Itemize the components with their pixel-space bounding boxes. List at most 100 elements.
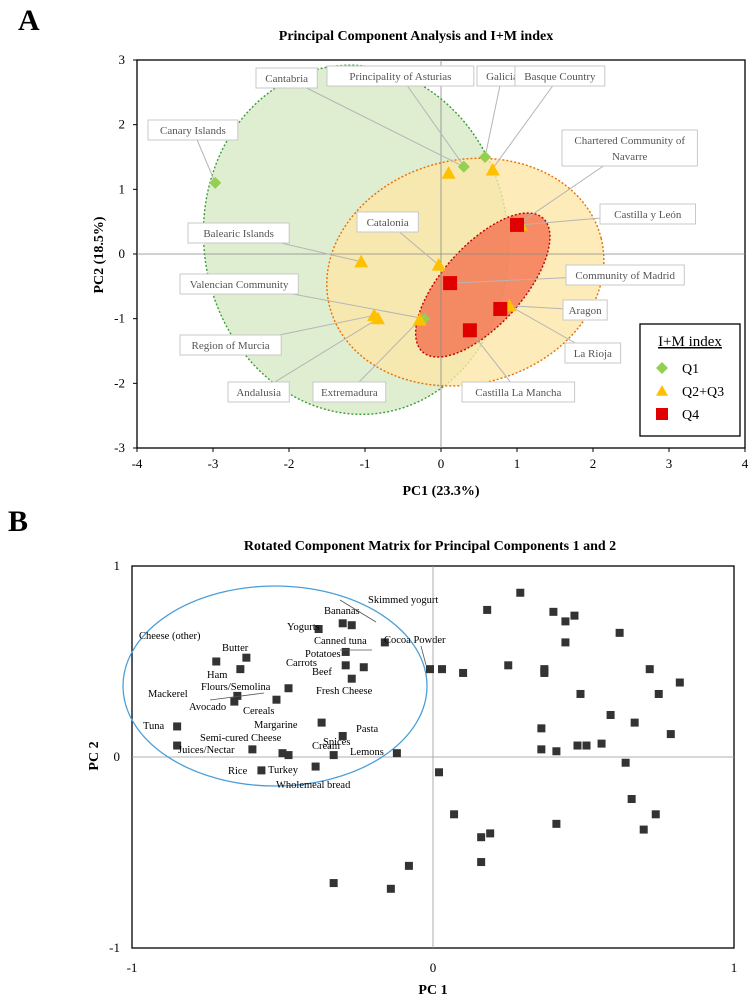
legend-label: Q4	[682, 408, 699, 423]
point-square	[570, 611, 579, 620]
annotation-leader	[348, 319, 421, 393]
food-label: Cereals	[243, 706, 275, 717]
point-square	[341, 661, 350, 670]
point-square	[233, 691, 242, 700]
legend-label: Q1	[682, 362, 699, 377]
point-square	[257, 766, 266, 775]
food-label: Tuna	[143, 721, 165, 732]
point-square	[537, 724, 546, 733]
food-label: Ham	[207, 670, 227, 681]
legend-marker-3	[656, 408, 668, 420]
y-tick-label-b: 0	[114, 749, 121, 764]
chart-a-title: Principal Component Analysis and I+M ind…	[279, 29, 553, 44]
point-square	[675, 678, 684, 687]
annotation-leader	[492, 75, 561, 169]
food-label: Skimmed yogurt	[368, 595, 438, 606]
points-group-a	[209, 151, 528, 338]
point-square	[230, 697, 239, 706]
annotation-leader	[258, 318, 379, 393]
annotation-label: Principality of Asturias	[349, 71, 451, 83]
point-square	[248, 745, 257, 754]
point-square	[341, 647, 350, 656]
x-tick-label: -3	[208, 456, 219, 471]
point-square	[561, 617, 570, 626]
annotation-label: Chartered Community of Navarre	[574, 135, 685, 163]
point-square	[329, 879, 338, 888]
point-square	[459, 668, 468, 677]
x-tick-label: 3	[666, 456, 673, 471]
point-q2q3-triangle	[485, 162, 500, 176]
point-square	[314, 625, 323, 634]
point-square	[654, 689, 663, 698]
food-label: Cheese (other)	[139, 631, 201, 642]
x-tick-label: 1	[514, 456, 521, 471]
point-square	[477, 833, 486, 842]
y-tick-label: 1	[119, 181, 126, 196]
annotation-label: Castilla La Mancha	[475, 387, 561, 399]
annotation-box	[227, 381, 290, 403]
food-label: Margarine	[254, 720, 298, 731]
annotation-box	[564, 342, 622, 364]
annotation-box	[326, 65, 475, 87]
annotation-box	[356, 211, 419, 233]
point-square	[552, 819, 561, 828]
point-square	[597, 739, 606, 748]
point-q2q3-triangle	[370, 311, 385, 325]
annotation-box	[461, 381, 576, 403]
annotation-label: Canary Islands	[160, 125, 226, 137]
leader-skimmed	[339, 599, 377, 623]
food-label: Carrots	[286, 658, 317, 669]
food-label: Cocoa Powder	[384, 635, 446, 646]
annotation-label: Cantabria	[265, 73, 308, 85]
annotation-label: Galicia	[486, 71, 518, 83]
panel-b-letter: B	[8, 505, 29, 538]
annotation-box	[179, 334, 282, 356]
annotation-label: Catalonia	[367, 217, 409, 229]
food-label: Lemons	[350, 747, 384, 758]
food-label: Wholemeal bread	[276, 780, 351, 791]
legend-title: I+M index	[658, 334, 722, 350]
annotation-leader	[286, 77, 465, 168]
y-tick-label: 3	[119, 52, 126, 67]
pca-chart: Principal Component Analysis and I+M ind…	[92, 29, 749, 499]
point-square	[504, 661, 513, 670]
annotation-label: Andalusia	[236, 387, 281, 399]
point-square	[404, 861, 413, 870]
point-square	[630, 718, 639, 727]
point-q1-diamond	[479, 151, 492, 163]
annotation-box	[255, 67, 318, 89]
point-square	[516, 588, 525, 597]
point-q4-square	[493, 301, 508, 316]
point-square	[338, 731, 347, 740]
annotation-label: Valencian Community	[190, 279, 289, 291]
point-square	[645, 665, 654, 674]
point-square	[347, 621, 356, 630]
point-square	[540, 668, 549, 677]
y-axis-label-b: PC 2	[87, 741, 102, 770]
x-tick-label: 4	[742, 456, 749, 471]
annotation-leader	[484, 75, 503, 158]
y-tick-label: 0	[119, 246, 126, 261]
annotation-label: Extremadura	[321, 387, 378, 399]
point-square	[272, 695, 281, 704]
annotation-box	[312, 381, 387, 403]
x-tick-label: -1	[360, 456, 371, 471]
point-q2q3-triangle	[431, 257, 446, 271]
annotation-label: Aragon	[569, 305, 602, 317]
food-label: Juices/Nectar	[178, 745, 235, 756]
chart-b-title: Rotated Component Matrix for Principal C…	[244, 539, 616, 554]
annotation-label: Region of Murcia	[191, 340, 269, 352]
point-square	[666, 730, 675, 739]
point-square	[549, 607, 558, 616]
point-square	[486, 829, 495, 838]
point-q4-square	[462, 323, 477, 338]
annotation-box	[147, 119, 239, 141]
point-square	[311, 762, 320, 771]
y-tick-label: -3	[114, 440, 125, 455]
point-square	[347, 674, 356, 683]
point-square	[386, 884, 395, 893]
point-square	[359, 663, 368, 672]
food-label: Bananas	[324, 606, 360, 617]
point-square	[242, 653, 251, 662]
